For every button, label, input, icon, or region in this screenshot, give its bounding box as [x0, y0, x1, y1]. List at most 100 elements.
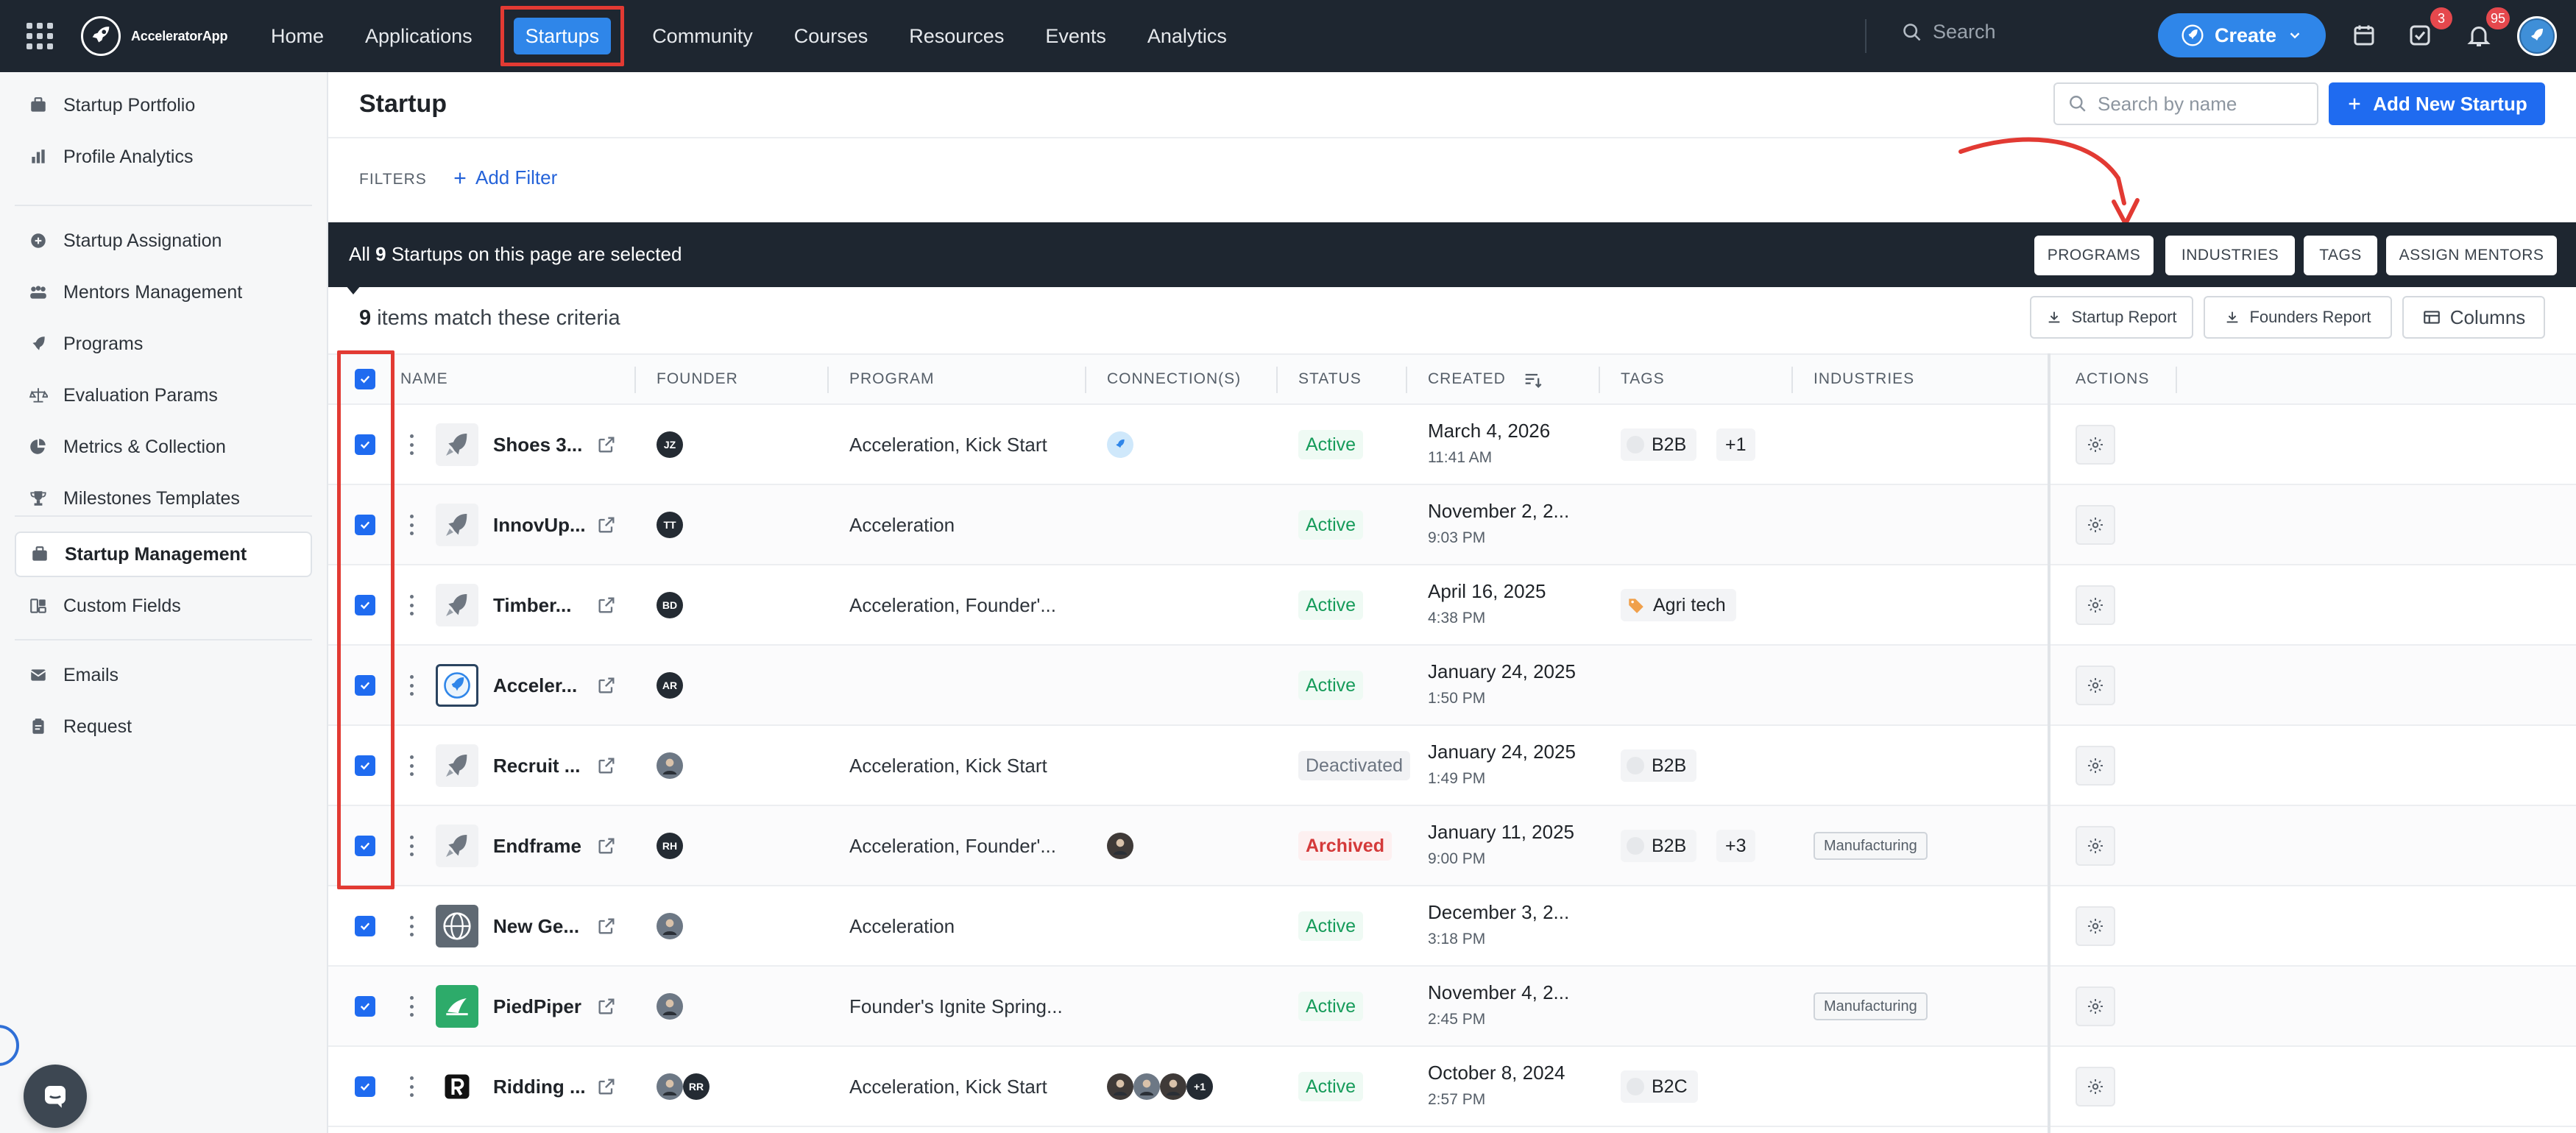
- row-checkbox[interactable]: [355, 675, 375, 696]
- external-link-icon[interactable]: [596, 595, 617, 615]
- table-row[interactable]: PiedPiper Founder's Ignite Spring... Activ…: [328, 967, 2576, 1047]
- connection-avatar[interactable]: [1133, 1073, 1160, 1100]
- app-logo[interactable]: AcceleratorApp: [81, 16, 227, 56]
- row-menu-icon[interactable]: [409, 1076, 414, 1097]
- connection-avatar[interactable]: [1107, 431, 1133, 458]
- founder-avatar[interactable]: RR: [683, 1073, 710, 1100]
- table-row[interactable]: Acceler... AR Active January 24, 2025 1:50 P…: [328, 646, 2576, 726]
- sidebar-item-mentors-management[interactable]: Mentors Management: [15, 269, 312, 315]
- create-button[interactable]: Create: [2158, 13, 2326, 57]
- row-settings-button[interactable]: [2076, 986, 2115, 1026]
- startup-name[interactable]: Recruit ...: [493, 755, 581, 777]
- nav-community[interactable]: Community: [652, 25, 753, 47]
- founder-avatar[interactable]: [657, 993, 683, 1020]
- nav-events[interactable]: Events: [1045, 25, 1106, 47]
- row-settings-button[interactable]: [2076, 425, 2115, 465]
- bulk-assign-mentors-button[interactable]: ASSIGN MENTORS: [2386, 236, 2557, 275]
- row-menu-icon[interactable]: [409, 675, 414, 696]
- founder-avatar[interactable]: AR: [657, 672, 683, 699]
- bell-icon[interactable]: [2466, 22, 2492, 49]
- startup-report-button[interactable]: Startup Report: [2030, 296, 2193, 339]
- tag-chip[interactable]: Agri tech: [1621, 589, 1736, 621]
- select-all-checkbox[interactable]: [355, 369, 375, 389]
- column-header-industries[interactable]: INDUSTRIES: [1814, 370, 1915, 387]
- row-settings-button[interactable]: [2076, 746, 2115, 786]
- nav-courses[interactable]: Courses: [793, 25, 868, 47]
- add-filter-button[interactable]: Add Filter: [452, 166, 557, 189]
- sidebar-item-startup-assignation[interactable]: Startup Assignation: [15, 218, 312, 264]
- table-row[interactable]: Shoes 3... JZ Acceleration, Kick Start Acti…: [328, 405, 2576, 485]
- search-by-name-input[interactable]: Search by name: [2053, 82, 2318, 125]
- row-settings-button[interactable]: [2076, 505, 2115, 545]
- startup-name[interactable]: New Ge...: [493, 915, 580, 937]
- founder-avatar[interactable]: BD: [657, 592, 683, 618]
- user-avatar[interactable]: [2517, 16, 2557, 56]
- tag-chip[interactable]: B2C: [1621, 1070, 1698, 1103]
- external-link-icon[interactable]: [596, 996, 617, 1017]
- column-header-program[interactable]: PROGRAM: [849, 370, 935, 387]
- row-checkbox[interactable]: [355, 595, 375, 615]
- startup-name[interactable]: Endframe: [493, 835, 581, 857]
- row-settings-button[interactable]: [2076, 906, 2115, 946]
- sidebar-item-milestones-templates[interactable]: Milestones Templates: [15, 476, 312, 521]
- startup-name[interactable]: Ridding ...: [493, 1076, 586, 1098]
- founder-avatar[interactable]: TT: [657, 512, 683, 538]
- sidebar-item-startup-portfolio[interactable]: Startup Portfolio: [15, 82, 312, 128]
- startup-name[interactable]: Timber...: [493, 594, 572, 616]
- global-search[interactable]: Search: [1902, 21, 1996, 43]
- row-checkbox[interactable]: [355, 836, 375, 856]
- row-checkbox[interactable]: [355, 434, 375, 455]
- connection-avatar[interactable]: [1160, 1073, 1186, 1100]
- nav-analytics[interactable]: Analytics: [1147, 25, 1227, 47]
- external-link-icon[interactable]: [596, 675, 617, 696]
- row-menu-icon[interactable]: [409, 434, 414, 455]
- external-link-icon[interactable]: [596, 1076, 617, 1097]
- table-row[interactable]: InnovUp... TT Acceleration Active November 2…: [328, 485, 2576, 565]
- chat-support-button[interactable]: [24, 1065, 87, 1128]
- sidebar-item-metrics-collection[interactable]: Metrics & Collection: [15, 424, 312, 470]
- connection-avatar[interactable]: +1: [1186, 1073, 1213, 1100]
- external-link-icon[interactable]: [596, 434, 617, 455]
- column-header-name[interactable]: NAME: [400, 370, 448, 387]
- app-grid-icon[interactable]: [26, 23, 53, 49]
- startup-name[interactable]: Shoes 3...: [493, 434, 583, 456]
- row-checkbox[interactable]: [355, 1076, 375, 1097]
- tags-more-badge[interactable]: +3: [1716, 830, 1755, 862]
- external-link-icon[interactable]: [596, 836, 617, 856]
- tag-chip[interactable]: B2B: [1621, 428, 1697, 461]
- sidebar-item-startup-management[interactable]: Startup Management: [15, 532, 312, 577]
- column-header-tags[interactable]: TAGS: [1621, 370, 1665, 387]
- sort-icon[interactable]: [1522, 370, 1543, 390]
- row-menu-icon[interactable]: [409, 595, 414, 615]
- row-settings-button[interactable]: [2076, 826, 2115, 866]
- row-checkbox[interactable]: [355, 996, 375, 1017]
- founders-report-button[interactable]: Founders Report: [2204, 296, 2392, 339]
- sidebar-item-evaluation-params[interactable]: Evaluation Params: [15, 373, 312, 418]
- bulk-tags-button[interactable]: TAGS: [2304, 236, 2377, 275]
- sidebar-item-custom-fields[interactable]: Custom Fields: [15, 583, 312, 629]
- tag-chip[interactable]: B2B: [1621, 830, 1697, 862]
- table-row[interactable]: Recruit ... Acceleration, Kick Start Deact…: [328, 726, 2576, 806]
- sidebar-item-profile-analytics[interactable]: Profile Analytics: [15, 134, 312, 180]
- row-menu-icon[interactable]: [409, 916, 414, 936]
- external-link-icon[interactable]: [596, 755, 617, 776]
- sidebar-item-emails[interactable]: Emails: [15, 652, 312, 698]
- columns-button[interactable]: Columns: [2402, 296, 2545, 339]
- startup-name[interactable]: PiedPiper: [493, 995, 581, 1017]
- add-new-startup-button[interactable]: Add New Startup: [2329, 82, 2545, 125]
- row-settings-button[interactable]: [2076, 666, 2115, 705]
- external-link-icon[interactable]: [596, 916, 617, 936]
- row-checkbox[interactable]: [355, 515, 375, 535]
- row-menu-icon[interactable]: [409, 996, 414, 1017]
- table-row[interactable]: Ridding ... RR Acceleration, Kick Start +1 A…: [328, 1047, 2576, 1127]
- connection-avatar[interactable]: [1107, 833, 1133, 859]
- tasks-check-icon[interactable]: [2407, 22, 2433, 49]
- startup-name[interactable]: Acceler...: [493, 674, 578, 696]
- table-row[interactable]: Endframe RH Acceleration, Founder'... Archi…: [328, 806, 2576, 886]
- row-checkbox[interactable]: [355, 755, 375, 776]
- column-header-status[interactable]: STATUS: [1298, 370, 1362, 387]
- nav-applications[interactable]: Applications: [365, 25, 473, 47]
- sidebar-item-programs[interactable]: Programs: [15, 321, 312, 367]
- founder-avatar[interactable]: [657, 1073, 683, 1100]
- calendar-icon[interactable]: [2351, 22, 2377, 49]
